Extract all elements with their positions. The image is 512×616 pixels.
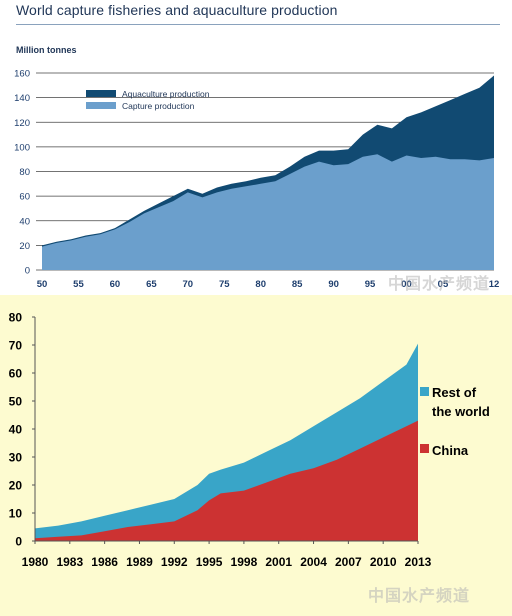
bottom-x-tick-2010: 2010 (370, 555, 397, 569)
legend-label-capture: Capture production (122, 101, 195, 111)
bottom-y-tick-20: 20 (9, 479, 23, 493)
top-x-tick-65: 65 (146, 279, 157, 290)
top-chart-x-ticks: 50 55 60 65 70 75 80 85 90 95 00 05 12 (37, 279, 500, 290)
bottom-y-tick-40: 40 (9, 423, 23, 437)
top-y-tick-20: 20 (19, 241, 30, 252)
top-y-tick-40: 40 (19, 216, 30, 227)
watermark-top: 中国水产频道 (388, 274, 491, 293)
bottom-chart-y-ticks: 0 10 20 30 40 50 60 70 80 (9, 311, 35, 549)
top-chart-title: World capture fisheries and aquaculture … (16, 2, 338, 18)
top-chart-y-axis-label: Million tonnes (16, 45, 77, 55)
legend-swatch-china (420, 444, 429, 453)
legend-swatch-rest-of-world (420, 387, 429, 396)
top-x-tick-60: 60 (110, 279, 121, 290)
bottom-x-tick-1989: 1989 (126, 555, 153, 569)
watermark-bottom: 中国水产频道 (368, 586, 471, 605)
top-chart: 0 20 40 60 80 100 120 140 160 50 55 60 65 70 75 80 85 90… (14, 69, 500, 291)
legend-label-rest-of-world-line2: the world (432, 404, 490, 419)
bottom-y-tick-10: 10 (9, 507, 23, 521)
bottom-x-tick-2007: 2007 (335, 555, 362, 569)
legend-swatch-capture (86, 102, 116, 109)
bottom-y-tick-60: 60 (9, 367, 23, 381)
bottom-x-tick-1998: 1998 (231, 555, 258, 569)
legend-swatch-aquaculture (86, 90, 116, 97)
top-x-tick-85: 85 (292, 279, 303, 290)
china-area (35, 420, 418, 541)
top-y-tick-160: 160 (14, 69, 30, 80)
top-x-tick-75: 75 (219, 279, 230, 290)
top-x-tick-50: 50 (37, 279, 48, 290)
bottom-y-tick-70: 70 (9, 339, 23, 353)
top-y-tick-0: 0 (25, 266, 30, 277)
top-y-tick-120: 120 (14, 118, 30, 129)
top-y-tick-60: 60 (19, 192, 30, 203)
bottom-chart-x-ticks: 1980 1983 1986 1989 1992 1995 1998 2001 2004 2007… (22, 541, 432, 569)
top-chart-y-ticks: 0 20 40 60 80 100 120 140 160 (14, 69, 30, 277)
bottom-x-tick-1983: 1983 (56, 555, 83, 569)
bottom-y-tick-80: 80 (9, 311, 23, 325)
bottom-x-tick-1986: 1986 (91, 555, 118, 569)
top-chart-legend: Aquaculture production Capture production (86, 89, 210, 111)
top-x-tick-12: 12 (489, 279, 500, 290)
top-x-tick-90: 90 (328, 279, 339, 290)
bottom-y-tick-50: 50 (9, 395, 23, 409)
top-x-tick-00: 00 (401, 279, 412, 290)
bottom-y-tick-0: 0 (15, 535, 22, 549)
top-y-tick-100: 100 (14, 142, 30, 153)
title-rule (16, 24, 500, 25)
bottom-chart-legend: Rest of the world China (420, 385, 490, 458)
top-y-tick-80: 80 (19, 167, 30, 178)
legend-label-rest-of-world-line1: Rest of (432, 385, 477, 400)
bottom-x-tick-2001: 2001 (265, 555, 292, 569)
top-x-tick-70: 70 (183, 279, 194, 290)
bottom-y-tick-30: 30 (9, 451, 23, 465)
top-x-tick-55: 55 (73, 279, 84, 290)
top-x-tick-05: 05 (438, 279, 449, 290)
legend-label-aquaculture: Aquaculture production (122, 89, 210, 99)
capture-area (42, 154, 494, 270)
top-y-tick-140: 140 (14, 93, 30, 104)
bottom-chart-panel: 0 10 20 30 40 50 60 70 80 1980 1983 1986 1989 1992 19… (0, 295, 512, 616)
bottom-x-tick-1980: 1980 (22, 555, 49, 569)
top-chart-areas (42, 75, 494, 270)
bottom-x-tick-2013: 2013 (405, 555, 432, 569)
bottom-x-tick-1995: 1995 (196, 555, 223, 569)
bottom-x-tick-1992: 1992 (161, 555, 188, 569)
legend-label-china: China (432, 443, 469, 458)
bottom-x-tick-2004: 2004 (300, 555, 327, 569)
bottom-chart-areas (35, 343, 418, 541)
top-x-tick-95: 95 (365, 279, 376, 290)
top-x-tick-80: 80 (255, 279, 266, 290)
